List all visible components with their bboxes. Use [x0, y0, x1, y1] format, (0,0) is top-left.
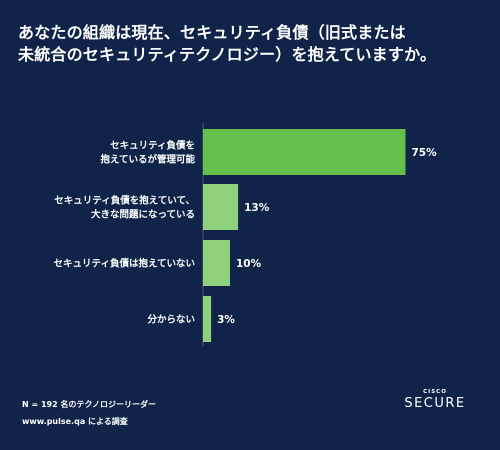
category-label-4-line-1: 分からない: [147, 314, 195, 326]
bar-value-label-2: 13%: [244, 202, 270, 214]
bar-value-label-3: 10%: [236, 258, 262, 270]
chart-title-line-2: 未統合のセキュリティテクノロジー）を抱えていますか。: [18, 45, 437, 64]
sample-size-note: N = 192 名のテクノロジーリーダー: [22, 400, 156, 409]
cisco-secure-logo: CISCO SECURE: [404, 389, 466, 411]
category-label-3: セキュリティ負債は抱えていない: [54, 258, 195, 270]
bar-3: [203, 240, 230, 286]
secure-wordmark: SECURE: [404, 396, 466, 411]
category-label-1-line-1: セキュリティ負債を: [110, 140, 195, 152]
chart-title: あなたの組織は現在、セキュリティ負債（旧式または 未統合のセキュリティテクノロジ…: [18, 22, 482, 66]
bar-1: [203, 129, 406, 175]
category-label-2-line-2: 大きな問題になっている: [91, 209, 195, 221]
bar-value-label-1: 75%: [412, 147, 438, 159]
bar-2: [203, 184, 239, 230]
category-label-1: セキュリティ負債を抱えているが管理可能: [100, 140, 195, 166]
source-note: www.pulse.qa による調査: [22, 417, 128, 426]
chart-title-line-1: あなたの組織は現在、セキュリティ負債（旧式または: [18, 23, 406, 42]
bar-value-label-4: 3%: [217, 314, 235, 326]
cisco-wordmark: CISCO: [423, 389, 447, 395]
bar-4: [203, 296, 212, 342]
category-label-1-line-2: 抱えているが管理可能: [100, 154, 195, 166]
category-label-4: 分からない: [147, 314, 195, 326]
category-label-2-line-1: セキュリティ負債を抱えていて、: [54, 195, 195, 207]
category-label-2: セキュリティ負債を抱えていて、大きな問題になっている: [54, 195, 195, 221]
category-label-3-line-1: セキュリティ負債は抱えていない: [54, 258, 195, 270]
